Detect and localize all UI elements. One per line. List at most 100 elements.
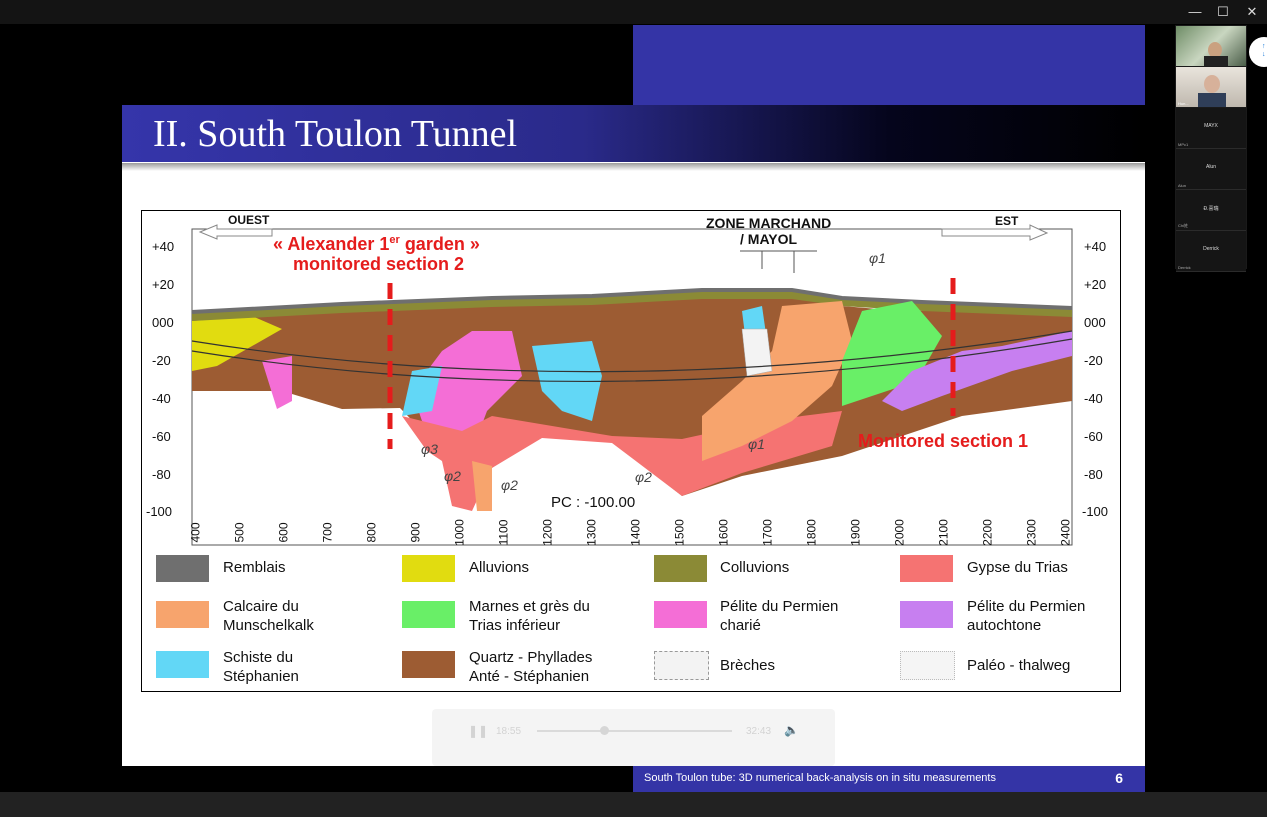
legend-label: Remblais: [223, 559, 286, 576]
x-tick: 700: [320, 522, 335, 543]
maximize-button[interactable]: ☐: [1217, 4, 1229, 19]
legend-label: Pélite du Permien autochtone: [967, 598, 1086, 634]
participant-video-2[interactable]: Hun...: [1176, 67, 1246, 107]
fault-phi2-c: φ2: [635, 469, 652, 485]
x-tick: 600: [276, 522, 291, 543]
legend-swatch-breches: [654, 651, 709, 680]
legend-label: Calcaire du Munschelkalk: [223, 598, 314, 634]
legend-swatch-schiste: [156, 651, 209, 678]
elapsed-time: 18:55: [496, 726, 522, 737]
legend-swatch-remblais: [156, 555, 209, 582]
x-tick: 2100: [936, 519, 951, 546]
y-tick-left: -80: [152, 467, 171, 482]
arrow-down-icon: ↓: [1262, 51, 1266, 58]
legend-label: Gypse du Trias: [967, 559, 1068, 576]
legend-label: Alluvions: [469, 559, 530, 576]
fault-phi2-a: φ2: [444, 468, 461, 484]
legend-swatch-calcaire: [156, 601, 209, 628]
participant-name: MAYX: [1204, 123, 1218, 129]
fault-phi1-bottom: φ1: [748, 436, 765, 452]
participant-name: Derrick: [1203, 246, 1219, 252]
section-2-title-end: garden »: [399, 234, 480, 254]
ouest-label: OUEST: [228, 213, 270, 227]
slide-title-bar: II. South Toulon Tunnel: [122, 105, 1145, 163]
legend-swatch-colluvions: [654, 555, 707, 582]
y-tick-right: -80: [1084, 467, 1103, 482]
y-tick-left: +20: [152, 277, 175, 292]
fault-phi2-b: φ2: [501, 477, 518, 493]
legend-swatch-marnes: [402, 601, 455, 628]
legend-swatch-gypse: [900, 555, 953, 582]
media-controls[interactable]: ❚❚ 18:55 32:43 🔈: [432, 709, 835, 766]
pause-icon[interactable]: ❚❚: [468, 724, 489, 738]
participant-tile[interactable]: Derrick Derrick: [1176, 231, 1246, 272]
y-tick-left: -100: [146, 504, 173, 519]
total-time: 32:43: [746, 726, 772, 737]
section-2-subtitle: monitored section 2: [293, 254, 465, 274]
minimize-button[interactable]: —: [1188, 4, 1202, 19]
fault-phi3: φ3: [421, 441, 438, 457]
y-tick-right: 000: [1084, 315, 1106, 330]
footer-text: South Toulon tube: 3D numerical back-ana…: [644, 772, 996, 784]
legend-label: Paléo - thalweg: [967, 657, 1071, 674]
x-tick: 1700: [760, 519, 775, 546]
x-tick: 1600: [716, 519, 731, 546]
y-tick-right: +40: [1084, 239, 1107, 254]
participant-name: Alun: [1205, 164, 1216, 170]
x-tick: 1400: [628, 519, 643, 546]
bottom-toolbar: [0, 792, 1267, 817]
participant-sub: Derrick: [1178, 265, 1191, 270]
legend-swatch-pelite-charie: [654, 601, 707, 628]
legend-label: Pélite du Permien charié: [720, 598, 839, 634]
cross-section-svg: [191, 224, 1073, 546]
participant-name: Hun...: [1178, 101, 1189, 106]
participant-sub: Chi姓: [1178, 223, 1189, 228]
legend-swatch-paleo: [900, 651, 955, 680]
y-tick-left: +40: [152, 239, 175, 254]
participant-panel: Hun... MAYX MPc1 Alun Alun Đ.喜瑞 Chi姓 Der…: [1175, 25, 1247, 272]
avatar-body: [1204, 56, 1228, 66]
x-tick: 1900: [848, 519, 863, 546]
window-title-bar: — ☐ ✕: [0, 0, 1267, 24]
participant-tile[interactable]: Đ.喜瑞 Chi姓: [1176, 190, 1246, 231]
avatar: [1208, 42, 1222, 58]
participant-scroll-button[interactable]: ↑ ↓: [1249, 37, 1267, 67]
zone-label-2: / MAYOL: [740, 231, 798, 247]
participant-video-1[interactable]: [1176, 26, 1246, 66]
x-tick: 400: [188, 522, 203, 543]
x-tick: 2300: [1024, 519, 1039, 546]
slide-page-number: 6: [1115, 770, 1123, 786]
slide-title: II. South Toulon Tunnel: [153, 113, 518, 155]
legend-label: Marnes et grès du Trias inférieur: [469, 598, 590, 634]
seek-bar[interactable]: [537, 730, 732, 732]
y-tick-right: -60: [1084, 429, 1103, 444]
close-button[interactable]: ✕: [1246, 4, 1258, 19]
participant-tile[interactable]: MAYX MPc1: [1176, 108, 1246, 149]
x-tick: 1100: [496, 519, 511, 546]
x-tick: 900: [408, 522, 423, 543]
fault-phi1-top: φ1: [869, 250, 886, 266]
x-tick: 1200: [540, 519, 555, 546]
legend-swatch-alluvions: [402, 555, 455, 582]
zone-label-1: ZONE MARCHAND: [706, 215, 832, 231]
geological-cross-section: OUEST EST ZONE MARCHAND / MAYOL « Alexan…: [141, 210, 1121, 692]
volume-icon[interactable]: 🔈: [784, 723, 799, 737]
x-tick: 1800: [804, 519, 819, 546]
y-tick-left: 000: [152, 315, 174, 330]
x-tick: 1500: [672, 519, 687, 546]
seek-handle[interactable]: [600, 726, 609, 735]
participant-sub: MPc1: [1178, 142, 1189, 147]
participant-tile[interactable]: Alun Alun: [1176, 149, 1246, 190]
legend-label: Brèches: [720, 657, 776, 674]
section-2-superscript: er: [389, 234, 400, 246]
x-tick: 1300: [584, 519, 599, 546]
avatar: [1204, 75, 1220, 93]
x-tick: 2000: [892, 519, 907, 546]
y-tick-right: +20: [1084, 277, 1107, 292]
legend-swatch-pelite-autochtone: [900, 601, 953, 628]
y-tick-left: -20: [152, 353, 171, 368]
pc-label: PC : -100.00: [551, 494, 636, 511]
x-tick: 1000: [452, 519, 467, 546]
participant-sub: Alun: [1178, 183, 1187, 188]
legend-label: Colluvions: [720, 559, 790, 576]
